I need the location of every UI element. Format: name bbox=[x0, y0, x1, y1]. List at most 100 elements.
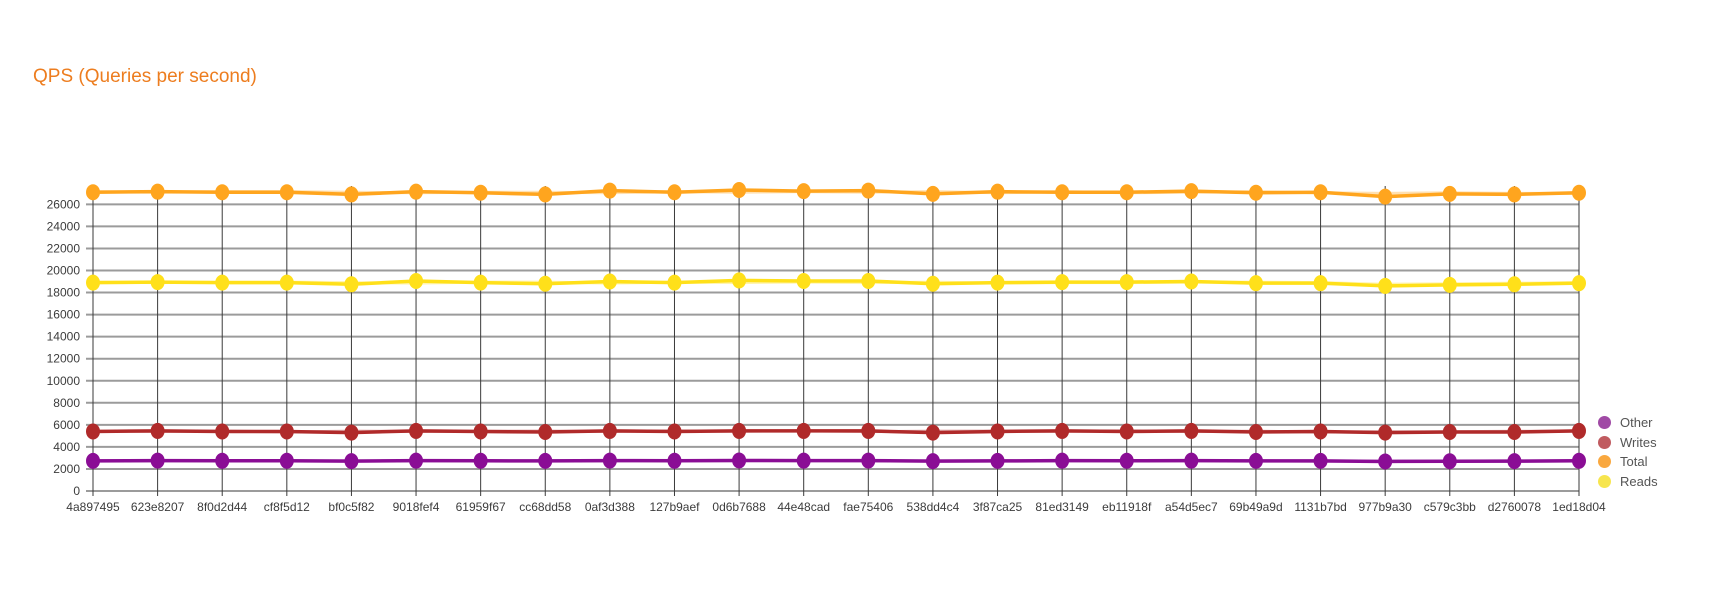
data-point-reads[interactable] bbox=[86, 274, 100, 291]
data-point-writes[interactable] bbox=[602, 422, 617, 439]
data-point-other[interactable] bbox=[990, 452, 1005, 469]
series-line-other[interactable] bbox=[92, 458, 1580, 464]
data-point-writes[interactable] bbox=[732, 422, 747, 439]
data-point-writes[interactable] bbox=[279, 423, 294, 440]
data-point-reads[interactable] bbox=[1378, 277, 1393, 294]
series-line-reads[interactable] bbox=[92, 278, 1580, 288]
data-point-other[interactable] bbox=[925, 453, 940, 470]
data-point-other[interactable] bbox=[215, 452, 230, 469]
data-point-total[interactable] bbox=[990, 183, 1005, 200]
data-point-total[interactable] bbox=[732, 182, 747, 199]
data-point-reads[interactable] bbox=[1055, 274, 1070, 291]
data-point-other[interactable] bbox=[1378, 453, 1393, 470]
data-point-other[interactable] bbox=[1119, 452, 1134, 469]
legend-item-reads[interactable]: Reads bbox=[1598, 472, 1658, 492]
data-point-other[interactable] bbox=[1248, 452, 1263, 469]
data-point-writes[interactable] bbox=[1119, 423, 1134, 440]
data-point-reads[interactable] bbox=[279, 274, 294, 291]
data-point-reads[interactable] bbox=[861, 272, 876, 289]
data-point-reads[interactable] bbox=[344, 276, 359, 293]
data-point-other[interactable] bbox=[473, 452, 488, 469]
data-point-writes[interactable] bbox=[1184, 422, 1199, 439]
data-point-reads[interactable] bbox=[990, 274, 1005, 291]
data-point-writes[interactable] bbox=[1313, 423, 1328, 440]
data-point-reads[interactable] bbox=[1119, 274, 1134, 291]
data-point-total[interactable] bbox=[1442, 185, 1457, 202]
data-point-total[interactable] bbox=[409, 183, 424, 200]
data-point-reads[interactable] bbox=[150, 274, 165, 291]
data-point-writes[interactable] bbox=[473, 423, 488, 440]
data-point-writes[interactable] bbox=[990, 423, 1005, 440]
data-point-reads[interactable] bbox=[732, 272, 747, 289]
data-point-total[interactable] bbox=[1248, 184, 1263, 201]
data-point-total[interactable] bbox=[1572, 184, 1586, 201]
data-point-reads[interactable] bbox=[1442, 276, 1457, 293]
data-point-other[interactable] bbox=[1313, 452, 1328, 469]
data-point-reads[interactable] bbox=[796, 272, 811, 289]
data-point-writes[interactable] bbox=[1248, 424, 1263, 441]
data-point-other[interactable] bbox=[796, 452, 811, 469]
data-point-total[interactable] bbox=[344, 186, 359, 203]
series-line-writes[interactable] bbox=[92, 429, 1580, 435]
data-point-total[interactable] bbox=[925, 185, 940, 202]
data-point-total[interactable] bbox=[602, 182, 617, 199]
data-point-total[interactable] bbox=[796, 183, 811, 200]
data-point-writes[interactable] bbox=[150, 422, 165, 439]
data-point-total[interactable] bbox=[279, 184, 294, 201]
data-point-total[interactable] bbox=[1055, 184, 1070, 201]
data-point-other[interactable] bbox=[602, 452, 617, 469]
data-point-total[interactable] bbox=[861, 182, 876, 199]
data-point-writes[interactable] bbox=[861, 422, 876, 439]
data-point-reads[interactable] bbox=[925, 275, 940, 292]
data-point-other[interactable] bbox=[279, 452, 294, 469]
legend-item-writes[interactable]: Writes bbox=[1598, 433, 1658, 453]
data-point-other[interactable] bbox=[1055, 452, 1070, 469]
data-point-reads[interactable] bbox=[538, 275, 553, 292]
legend-item-other[interactable]: Other bbox=[1598, 413, 1658, 433]
data-point-other[interactable] bbox=[538, 452, 553, 469]
data-point-writes[interactable] bbox=[538, 424, 553, 441]
data-point-other[interactable] bbox=[1184, 452, 1199, 469]
data-point-other[interactable] bbox=[344, 453, 359, 470]
data-point-total[interactable] bbox=[1313, 184, 1328, 201]
data-point-writes[interactable] bbox=[344, 424, 359, 441]
data-point-reads[interactable] bbox=[409, 272, 424, 289]
data-point-reads[interactable] bbox=[215, 274, 230, 291]
data-point-reads[interactable] bbox=[1248, 275, 1263, 292]
data-point-total[interactable] bbox=[215, 184, 230, 201]
data-point-reads[interactable] bbox=[1313, 275, 1328, 292]
data-point-total[interactable] bbox=[1119, 184, 1134, 201]
data-point-reads[interactable] bbox=[473, 274, 488, 291]
data-point-total[interactable] bbox=[1378, 188, 1393, 205]
data-point-other[interactable] bbox=[150, 452, 165, 469]
data-point-total[interactable] bbox=[1184, 183, 1199, 200]
data-point-writes[interactable] bbox=[1442, 424, 1457, 441]
data-point-other[interactable] bbox=[1507, 453, 1522, 470]
data-point-writes[interactable] bbox=[215, 423, 230, 440]
data-point-total[interactable] bbox=[86, 184, 100, 201]
data-point-writes[interactable] bbox=[86, 423, 100, 440]
data-point-total[interactable] bbox=[1507, 186, 1522, 203]
data-point-writes[interactable] bbox=[409, 422, 424, 439]
data-point-writes[interactable] bbox=[1572, 422, 1586, 439]
data-point-other[interactable] bbox=[86, 452, 100, 469]
data-point-other[interactable] bbox=[732, 452, 747, 469]
legend-item-total[interactable]: Total bbox=[1598, 452, 1658, 472]
data-point-other[interactable] bbox=[861, 452, 876, 469]
data-point-writes[interactable] bbox=[667, 423, 682, 440]
data-point-other[interactable] bbox=[1442, 453, 1457, 470]
data-point-writes[interactable] bbox=[925, 424, 940, 441]
data-point-total[interactable] bbox=[667, 184, 682, 201]
data-point-reads[interactable] bbox=[1507, 276, 1522, 293]
data-point-other[interactable] bbox=[409, 452, 424, 469]
data-point-total[interactable] bbox=[150, 183, 165, 200]
data-point-total[interactable] bbox=[473, 184, 488, 201]
data-point-total[interactable] bbox=[538, 186, 553, 203]
data-point-writes[interactable] bbox=[1507, 424, 1522, 441]
data-point-writes[interactable] bbox=[1055, 422, 1070, 439]
data-point-writes[interactable] bbox=[1378, 424, 1393, 441]
data-point-writes[interactable] bbox=[796, 422, 811, 439]
data-point-reads[interactable] bbox=[1184, 273, 1199, 290]
data-point-reads[interactable] bbox=[602, 273, 617, 290]
